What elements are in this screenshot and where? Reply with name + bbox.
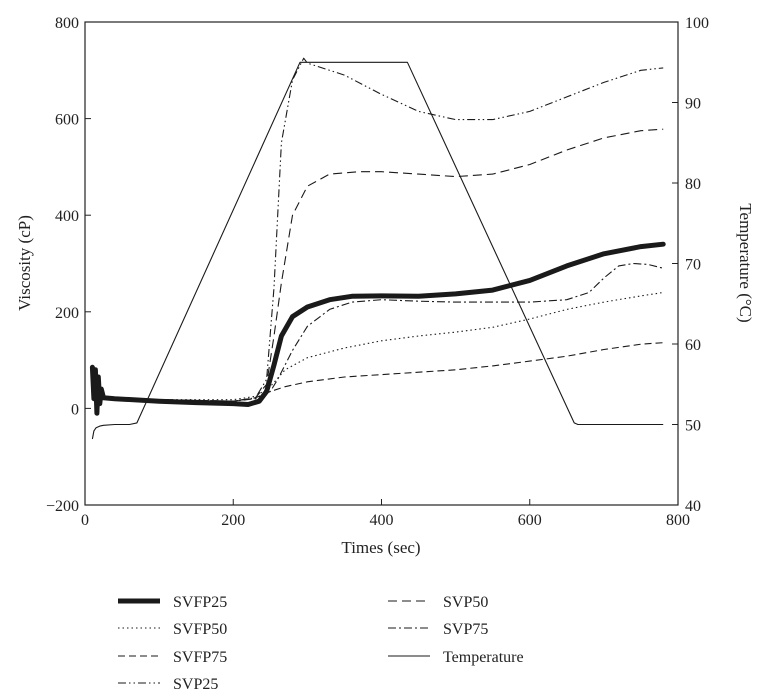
- legend-label-svp25: SVP25: [173, 676, 218, 692]
- y-tick-label: 800: [55, 15, 79, 32]
- series-layer: [89, 57, 666, 440]
- legend-label-svfp25: SVFP25: [173, 594, 227, 611]
- y-tick-label: 600: [55, 112, 79, 129]
- x-axis-title: Times (sec): [341, 538, 420, 557]
- y2-tick-label: 60: [685, 337, 701, 354]
- y-tick-label: 400: [55, 208, 79, 225]
- y2-tick-label: 40: [685, 498, 701, 515]
- y-axis-title: Viscosity (cP): [15, 215, 34, 311]
- plot-frame: [84, 21, 679, 506]
- x-tick-label: 400: [370, 512, 394, 529]
- series-line-svfp50: [99, 291, 664, 401]
- legend-label-svfp75: SVFP75: [173, 649, 227, 666]
- series-line-svfp25: [89, 241, 666, 416]
- series-line-svfp75: [99, 342, 664, 402]
- series-line-svp75: [99, 262, 664, 402]
- x-tick-label: 800: [666, 512, 690, 529]
- x-tick-label: 600: [518, 512, 542, 529]
- legend-label-temperature: Temperature: [443, 649, 524, 666]
- tick-labels: 0 200 400 600 800−20002004006008004050607080…: [46, 15, 709, 529]
- y2-tick-label: 70: [685, 257, 701, 274]
- y2-tick-label: 100: [685, 15, 709, 32]
- legend-label-svp75: SVP75: [443, 621, 488, 638]
- series-line-svp25: [99, 57, 664, 402]
- legend-label-svfp50: SVFP50: [173, 621, 227, 638]
- y2-axis-title: Temperature (°C): [736, 203, 755, 322]
- y-tick-label: 200: [55, 305, 79, 322]
- x-tick-label: 0: [81, 512, 89, 529]
- x-tick-label: 200: [221, 512, 245, 529]
- legend: SVFP25 SVFP50 SVFP75 SVP25 SVP50 SVP75 Tempera…: [118, 594, 524, 692]
- series-line-svp50: [99, 128, 664, 402]
- y-tick-label: −200: [46, 498, 79, 515]
- legend-label-svp50: SVP50: [443, 594, 488, 611]
- y-tick-label: 0: [71, 401, 79, 418]
- y2-tick-label: 80: [685, 176, 701, 193]
- y2-tick-label: 50: [685, 418, 701, 435]
- y2-tick-label: 90: [685, 96, 701, 113]
- series-line-temperature: [91, 61, 664, 440]
- axis-ticks: [84, 21, 679, 506]
